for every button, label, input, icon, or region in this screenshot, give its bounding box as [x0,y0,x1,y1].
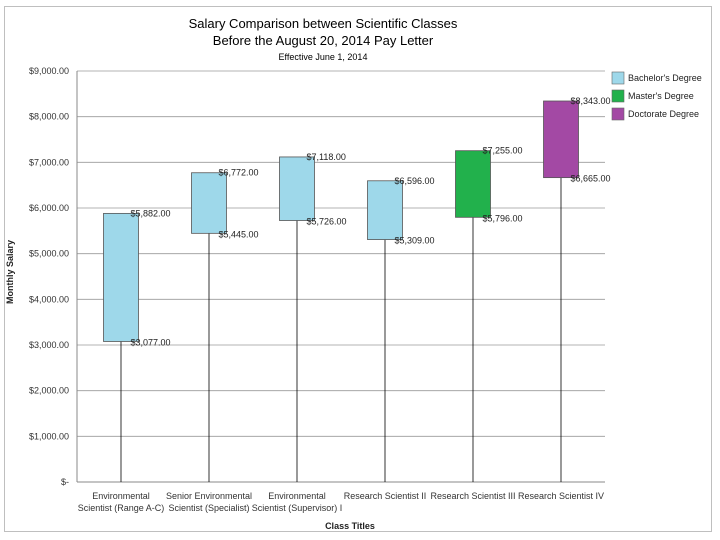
y-tick-label: $4,000.00 [29,294,69,304]
y-tick-label: $6,000.00 [29,203,69,213]
legend-swatch [611,107,625,121]
chart-title-line-1: Salary Comparison between Scientific Cla… [189,16,458,31]
high-value-label: $7,255.00 [483,146,523,156]
y-axis-title: Monthly Salary [5,240,15,304]
category-label: Environmental [92,491,150,501]
legend-swatch [611,89,625,103]
y-tick-label: $1,000.00 [29,431,69,441]
category-label: Scientist (Range A-C) [78,503,165,513]
y-tick-label: $8,000.00 [29,112,69,122]
legend: Bachelor's Degree Master's Degree Doctorat… [611,71,702,121]
low-value-label: $5,445.00 [219,229,259,239]
category-label: Research Scientist III [430,491,515,501]
low-value-label: $5,726.00 [307,217,347,227]
chart-subtitle: Effective June 1, 2014 [279,52,368,62]
high-value-label: $6,772.00 [219,168,259,178]
low-value-label: $5,309.00 [395,236,435,246]
y-tick-label: $2,000.00 [29,386,69,396]
range-bar [543,100,579,179]
y-tick-label: $3,000.00 [29,340,69,350]
category-label: Research Scientist IV [518,491,604,501]
y-tick-label: $9,000.00 [29,66,69,76]
low-value-label: $5,796.00 [483,213,523,223]
range-bars: $5,882.00 $3,077.00 $6,772.00 $5,445.00 $7,1… [103,96,611,482]
legend-swatch [611,71,625,85]
chart-title-line-2: Before the August 20, 2014 Pay Letter [213,33,434,48]
range-bar [279,156,315,221]
category-label: Senior Environmental [166,491,252,501]
range-bar [103,212,139,342]
salary-range-chart: Salary Comparison between Scientific Cla… [5,16,702,531]
category-label: Scientist (Supervisor) I [252,503,343,513]
range-bar [191,172,227,234]
y-axis-ticks: $- $1,000.00 $2,000.00 $3,000.00 $4,000.00 $5… [29,66,69,487]
legend-label: Master's Degree [628,91,694,101]
category-label: Research Scientist II [344,491,427,501]
chart-frame: Salary Comparison between Scientific Cla… [4,6,712,532]
legend-label: Bachelor's Degree [628,73,702,83]
x-axis-title: Class Titles [325,521,375,531]
category-label: Scientist (Specialist) [168,503,249,513]
y-tick-label: $7,000.00 [29,157,69,167]
high-value-label: $5,882.00 [131,208,171,218]
low-value-label: $3,077.00 [131,337,171,347]
low-value-label: $6,665.00 [571,174,611,184]
category-label: Environmental [268,491,326,501]
legend-label: Doctorate Degree [628,109,699,119]
y-tick-label: $5,000.00 [29,249,69,259]
x-axis-categories: Environmental Scientist (Range A-C)Senior… [78,491,604,513]
range-bar [455,150,491,218]
high-value-label: $8,343.00 [571,96,611,106]
range-bar [367,180,403,240]
y-tick-label: $- [61,477,69,487]
high-value-label: $6,596.00 [395,176,435,186]
gridlines [76,70,605,483]
high-value-label: $7,118.00 [307,152,346,162]
